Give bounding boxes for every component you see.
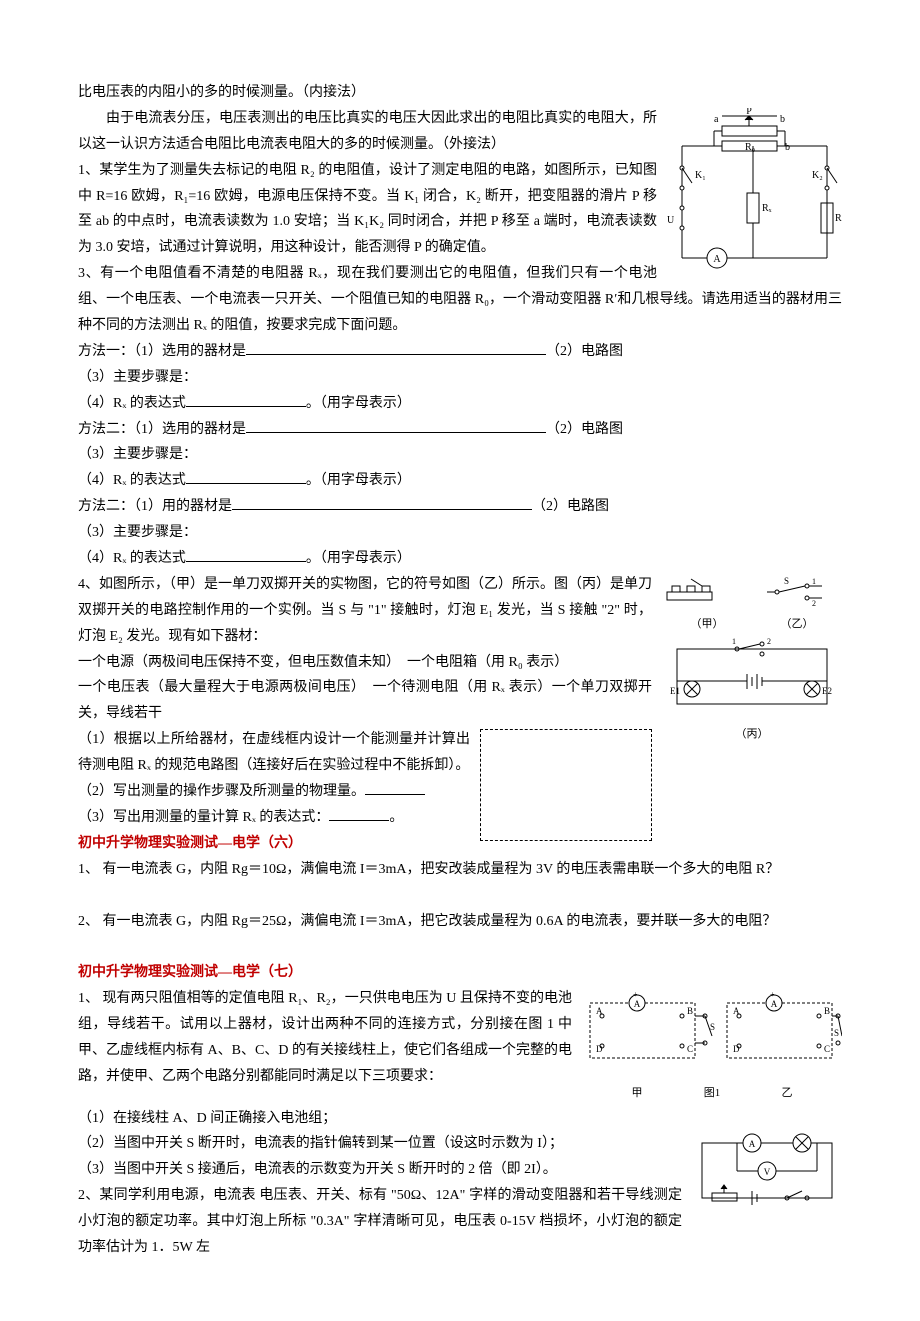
- sec6-q2: 2、 有一电流表 G，内阻 Rg＝25Ω，满偏电流 I＝3mA，把它改装成量程为…: [78, 909, 842, 935]
- method2-line1: 方法二：（1）选用的器材是 （2）电路图: [78, 417, 842, 443]
- blank-input: [186, 392, 306, 407]
- svg-text:R: R: [835, 213, 842, 224]
- svg-text:R₀: R₀: [745, 142, 756, 153]
- figure-1: A + A B D C S A + A B D C S 甲 图1 乙: [582, 988, 842, 1103]
- section-6-title: 初中升学物理实验测试—电学（六）: [78, 831, 842, 857]
- svg-text:1: 1: [732, 637, 736, 646]
- m4-label: （4）Rₓ 的表达式: [78, 551, 186, 566]
- svg-text:b: b: [785, 142, 790, 153]
- circuit-diagram-1: a P b R₀ b K₁ K₂ U Rₓ R: [667, 108, 842, 283]
- svg-text:S: S: [784, 576, 789, 586]
- switch-figures: S 1 2 （甲） （乙） 1 2 E1 E2 （丙）: [662, 574, 842, 745]
- method2-line4: （4）Rₓ 的表达式 。（用字母表示）: [78, 468, 842, 494]
- svg-text:1: 1: [812, 577, 816, 586]
- svg-text:B: B: [687, 1006, 693, 1016]
- svg-text:E1: E1: [670, 686, 680, 696]
- method2-line3: （3）主要步骤是：: [78, 442, 842, 468]
- circuit-small: A V: [692, 1133, 842, 1213]
- svg-text:A: A: [713, 254, 721, 265]
- blank-input: [365, 780, 425, 795]
- m4-label2: 。（用字母表示）: [306, 396, 411, 411]
- dashed-answer-box: [480, 729, 652, 841]
- m2-label2: （2）电路图: [546, 422, 623, 437]
- sec7-a: （1）在接线柱 A、D 间正确接入电池组；: [78, 1106, 842, 1132]
- svg-text:+: +: [770, 990, 775, 999]
- svg-text:S: S: [710, 1022, 715, 1032]
- m4-label2: 。（用字母表示）: [306, 551, 411, 566]
- svg-text:a: a: [714, 114, 719, 125]
- m3-label2: （2）电路图: [532, 499, 609, 514]
- svg-text:U: U: [667, 215, 675, 226]
- method1-line4: （4）Rₓ 的表达式 。（用字母表示）: [78, 391, 842, 417]
- svg-text:A: A: [749, 1139, 756, 1149]
- question-4e: （2）写出测量的操作步骤及所测量的物理量。: [78, 779, 842, 805]
- method3-line1: 方法二：（1）用的器材是 （2）电路图: [78, 494, 842, 520]
- m4-label: （4）Rₓ 的表达式: [78, 473, 186, 488]
- intro-text-1: 比电压表的内阻小的多的时候测量。（内接法）: [78, 80, 842, 106]
- svg-text:A: A: [771, 999, 778, 1009]
- method3-line4: （4）Rₓ 的表达式 。（用字母表示）: [78, 546, 842, 572]
- svg-text:V: V: [764, 1167, 771, 1177]
- svg-text:2: 2: [812, 599, 816, 608]
- m1-label2: （2）电路图: [546, 344, 623, 359]
- svg-text:P: P: [746, 108, 752, 117]
- fig-label-bing: （丙）: [662, 724, 842, 744]
- blank-input: [186, 469, 306, 484]
- fig-label-jia2: 甲: [582, 1083, 692, 1103]
- svg-text:+: +: [633, 990, 638, 999]
- svg-text:S: S: [834, 1028, 839, 1038]
- blank-input: [232, 495, 532, 510]
- fig-label-yi2: 乙: [732, 1083, 842, 1103]
- svg-text:A: A: [733, 1006, 740, 1016]
- svg-text:2: 2: [767, 637, 771, 646]
- svg-text:b: b: [780, 114, 785, 125]
- fig-label-yi: （乙）: [781, 614, 814, 634]
- svg-text:B: B: [824, 1006, 830, 1016]
- svg-text:K₂: K₂: [812, 170, 823, 181]
- q4f-text: （3）写出用测量的量计算 Rₓ 的表达式：: [78, 810, 329, 825]
- method3-line3: （3）主要步骤是：: [78, 520, 842, 546]
- fig-label-jia: （甲）: [691, 614, 724, 634]
- m3-label: 方法二：（1）用的器材是: [78, 499, 232, 514]
- m4-label: （4）Rₓ 的表达式: [78, 396, 186, 411]
- svg-text:K₁: K₁: [695, 170, 706, 181]
- section-7-title: 初中升学物理实验测试—电学（七）: [78, 960, 842, 986]
- blank-input: [329, 806, 389, 821]
- m2-label: 方法二：（1）选用的器材是: [78, 422, 246, 437]
- svg-text:D: D: [596, 1044, 603, 1054]
- blank-input: [186, 547, 306, 562]
- svg-text:C: C: [824, 1044, 830, 1054]
- svg-text:E2: E2: [822, 686, 832, 696]
- svg-text:Rₓ: Rₓ: [762, 203, 772, 214]
- svg-text:A: A: [634, 999, 641, 1009]
- blank-input: [246, 340, 546, 355]
- fig-label-fig1: 图1: [692, 1083, 732, 1103]
- sec6-q1: 1、 有一电流表 G，内阻 Rg＝10Ω，满偏电流 I＝3mA，把安改装成量程为…: [78, 857, 842, 883]
- svg-text:D: D: [733, 1044, 740, 1054]
- method1-line1: 方法一：（1）选用的器材是 （2）电路图: [78, 339, 842, 365]
- svg-text:A: A: [596, 1006, 603, 1016]
- m4-label2: 。（用字母表示）: [306, 473, 411, 488]
- question-4f: （3）写出用测量的量计算 Rₓ 的表达式：。: [78, 805, 842, 831]
- method1-line3: （3）主要步骤是：: [78, 365, 842, 391]
- svg-text:C: C: [687, 1044, 693, 1054]
- q4e-text: （2）写出测量的操作步骤及所测量的物理量。: [78, 784, 365, 799]
- blank-input: [246, 418, 546, 433]
- m1-label: 方法一：（1）选用的器材是: [78, 344, 246, 359]
